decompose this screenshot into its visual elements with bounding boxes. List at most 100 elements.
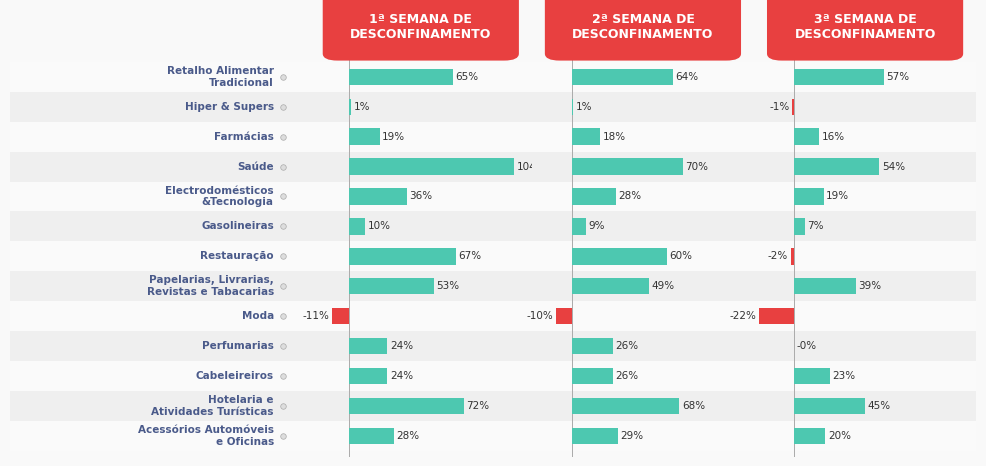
Text: 9%: 9% xyxy=(589,221,604,232)
Bar xyxy=(531,212,754,241)
Text: 29%: 29% xyxy=(620,431,643,441)
Bar xyxy=(310,391,531,421)
Text: 18%: 18% xyxy=(602,132,625,142)
Bar xyxy=(349,98,351,115)
Bar xyxy=(754,62,976,92)
Bar xyxy=(310,151,531,182)
Bar xyxy=(10,421,310,451)
Bar xyxy=(572,129,600,145)
Text: 49%: 49% xyxy=(652,281,674,291)
Bar xyxy=(531,62,754,92)
Bar xyxy=(794,158,880,175)
Text: Saúde: Saúde xyxy=(237,162,274,171)
Text: Moda: Moda xyxy=(242,311,274,321)
Bar xyxy=(754,331,976,361)
Bar xyxy=(10,122,310,151)
Bar xyxy=(754,182,976,212)
Text: 20%: 20% xyxy=(828,431,851,441)
Bar xyxy=(349,69,453,85)
Bar xyxy=(572,98,573,115)
Text: 53%: 53% xyxy=(436,281,459,291)
Text: 3ª SEMANA DE
DESCONFINAMENTO: 3ª SEMANA DE DESCONFINAMENTO xyxy=(795,13,936,41)
Bar xyxy=(349,129,380,145)
Bar xyxy=(572,397,679,414)
Text: Hiper & Supers: Hiper & Supers xyxy=(184,102,274,112)
Text: 70%: 70% xyxy=(685,162,708,171)
Bar xyxy=(572,158,682,175)
Bar xyxy=(310,122,531,151)
Bar xyxy=(10,391,310,421)
Bar xyxy=(572,69,673,85)
Bar xyxy=(310,62,531,92)
Text: 1%: 1% xyxy=(353,102,370,112)
Bar xyxy=(349,397,463,414)
Text: Retalho Alimentar
Tradicional: Retalho Alimentar Tradicional xyxy=(167,66,274,88)
Bar xyxy=(572,278,650,295)
Bar xyxy=(310,421,531,451)
Bar xyxy=(791,248,794,265)
Bar xyxy=(572,368,612,384)
Bar xyxy=(531,271,754,301)
Text: -2%: -2% xyxy=(768,251,788,261)
Text: -0%: -0% xyxy=(796,341,816,351)
Bar xyxy=(10,212,310,241)
Bar xyxy=(531,421,754,451)
Bar xyxy=(572,248,667,265)
Bar xyxy=(531,391,754,421)
Text: 19%: 19% xyxy=(826,192,849,201)
Text: 28%: 28% xyxy=(396,431,419,441)
Bar xyxy=(310,212,531,241)
Bar xyxy=(10,331,310,361)
Bar xyxy=(792,98,794,115)
Bar xyxy=(310,241,531,271)
Text: 16%: 16% xyxy=(821,132,845,142)
Bar xyxy=(754,92,976,122)
Text: 1ª SEMANA DE
DESCONFINAMENTO: 1ª SEMANA DE DESCONFINAMENTO xyxy=(350,13,491,41)
Bar xyxy=(794,69,884,85)
Bar xyxy=(531,301,754,331)
Bar xyxy=(349,158,515,175)
Text: 39%: 39% xyxy=(858,281,881,291)
Bar xyxy=(10,361,310,391)
Bar xyxy=(754,391,976,421)
Text: 60%: 60% xyxy=(669,251,692,261)
Text: Gasolineiras: Gasolineiras xyxy=(201,221,274,232)
Text: -22%: -22% xyxy=(730,311,756,321)
Bar xyxy=(310,301,531,331)
Bar xyxy=(10,182,310,212)
Text: Papelarias, Livrarias,
Revistas e Tabacarias: Papelarias, Livrarias, Revistas e Tabaca… xyxy=(147,275,274,297)
Bar xyxy=(531,122,754,151)
Text: -1%: -1% xyxy=(769,102,790,112)
Text: 104%: 104% xyxy=(517,162,546,171)
Bar xyxy=(531,182,754,212)
Text: -11%: -11% xyxy=(303,311,329,321)
Bar xyxy=(10,151,310,182)
Text: 1%: 1% xyxy=(576,102,592,112)
Text: 72%: 72% xyxy=(466,401,489,411)
Bar xyxy=(794,397,865,414)
Text: Acessórios Automóveis
e Oficinas: Acessórios Automóveis e Oficinas xyxy=(138,425,274,446)
Bar xyxy=(794,218,805,234)
Text: 67%: 67% xyxy=(458,251,481,261)
Bar xyxy=(754,212,976,241)
Bar xyxy=(531,241,754,271)
Bar xyxy=(349,248,456,265)
Bar xyxy=(556,308,572,324)
Bar xyxy=(794,278,856,295)
Bar xyxy=(531,361,754,391)
Bar xyxy=(10,271,310,301)
Bar xyxy=(759,308,794,324)
Text: 23%: 23% xyxy=(832,371,856,381)
Bar xyxy=(754,271,976,301)
Text: Electrodomésticos
&Tecnologia: Electrodomésticos &Tecnologia xyxy=(165,185,274,207)
Text: 65%: 65% xyxy=(455,72,478,82)
Bar xyxy=(794,427,825,444)
Bar xyxy=(10,301,310,331)
Text: 64%: 64% xyxy=(675,72,699,82)
Bar xyxy=(349,338,387,354)
Text: Farmácias: Farmácias xyxy=(214,132,274,142)
Bar xyxy=(10,241,310,271)
Bar xyxy=(754,421,976,451)
Bar xyxy=(794,129,819,145)
Bar xyxy=(349,218,365,234)
